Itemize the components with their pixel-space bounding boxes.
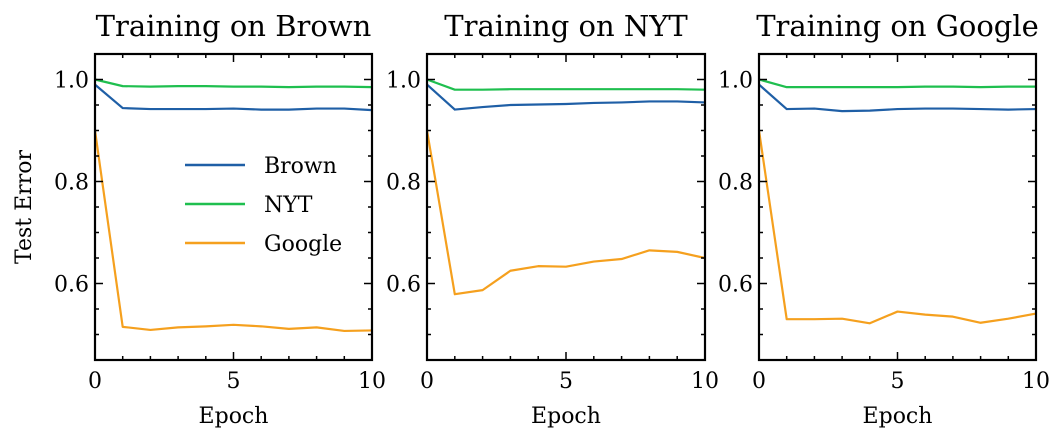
x-tick-label: 0 (420, 369, 434, 394)
x-axis-label: Epoch (863, 404, 933, 429)
x-tick-label: 5 (891, 369, 905, 394)
y-axis-label: Test Error (12, 150, 37, 264)
x-tick-label: 10 (358, 369, 386, 394)
x-axis-label: Epoch (531, 404, 601, 429)
y-tick-label: 0.8 (718, 171, 753, 196)
plot-frame (757, 52, 1038, 362)
plot-frame (425, 52, 707, 362)
x-tick-label: 10 (1022, 369, 1050, 394)
y-tick-label: 0.8 (386, 171, 421, 196)
series-line-brown (94, 83, 373, 112)
x-axis-label: Epoch (199, 404, 269, 429)
legend-label: Google (264, 232, 342, 257)
legend-label: Brown (264, 154, 337, 179)
x-tick-label: 5 (227, 369, 241, 394)
y-tick-label: 0.6 (386, 273, 421, 298)
series-line-google (93, 130, 373, 333)
series-line-google (757, 130, 1037, 325)
y-tick-label: 0.8 (54, 171, 89, 196)
series-line-brown (758, 83, 1037, 113)
chart-title: Training on Brown (96, 9, 372, 43)
series-line-brown (426, 83, 706, 111)
x-tick-label: 5 (559, 369, 573, 394)
series-line-nyt (426, 78, 706, 91)
x-tick-label: 10 (691, 369, 719, 394)
legend: Brown NYT Google (185, 154, 342, 257)
series-line-google (425, 130, 706, 296)
series-line-nyt (94, 78, 373, 89)
legend-label: NYT (264, 193, 313, 218)
series-line-nyt (758, 78, 1036, 89)
y-tick-label: 1.0 (54, 69, 89, 94)
x-tick-label: 0 (88, 369, 102, 394)
plot-frame (93, 52, 374, 362)
y-tick-label: 1.0 (386, 69, 421, 94)
y-tick-label: 0.6 (54, 273, 89, 298)
chart-panel-3: 0 5 10 0.6 0.8 1.0 Training on Google Epoch (718, 9, 1050, 429)
chart-title: Training on Google (756, 9, 1039, 43)
y-tick-label: 0.6 (718, 273, 753, 298)
chart-panel-1: 0 5 10 0.6 0.8 1.0 Training on Brown Epoch Test … (12, 9, 386, 429)
x-tick-label: 0 (752, 369, 766, 394)
chart-title: Training on NYT (444, 9, 688, 43)
y-tick-label: 1.0 (718, 69, 753, 94)
chart-panel-2: 0 5 10 0.6 0.8 1.0 Training on NYT Epoch (386, 9, 719, 429)
